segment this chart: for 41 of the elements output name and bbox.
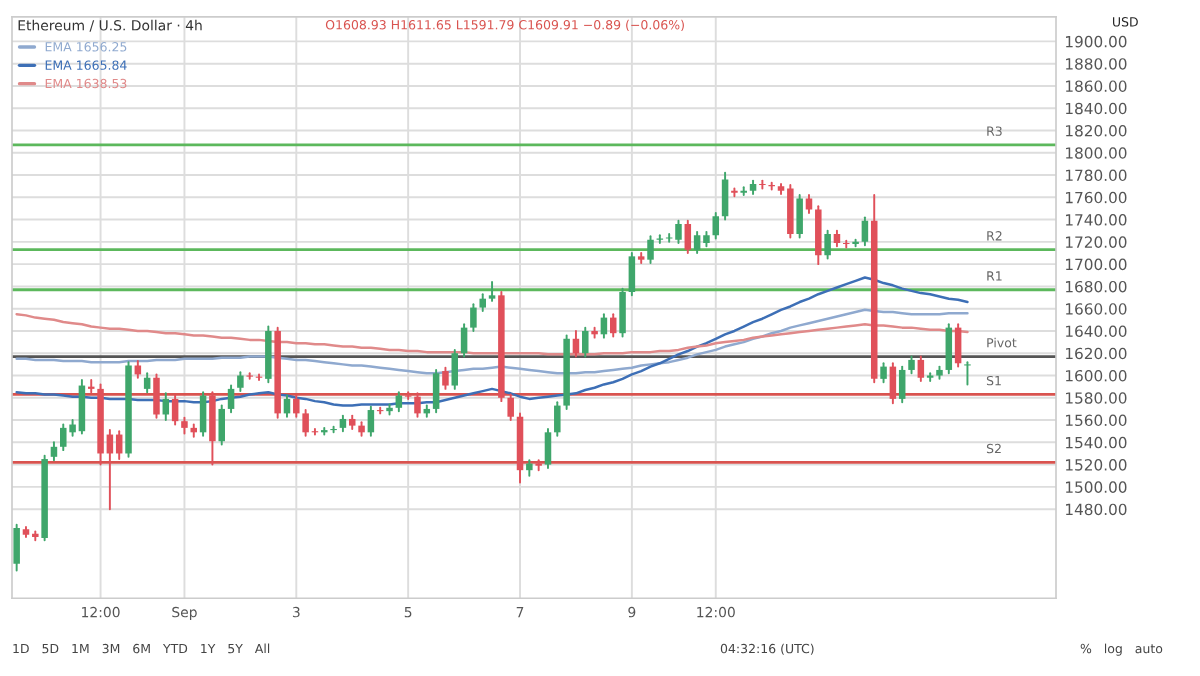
candlestick <box>954 323 962 368</box>
candlestick <box>544 428 552 469</box>
candlestick <box>628 252 636 297</box>
candlestick <box>815 205 822 266</box>
candlestick <box>964 361 971 386</box>
candlestick <box>582 326 589 358</box>
candlestick <box>432 368 440 414</box>
candlestick <box>265 325 272 384</box>
candlestick <box>945 323 953 375</box>
candlestick <box>684 219 692 254</box>
candlestick <box>143 372 151 394</box>
candlestick <box>330 425 337 434</box>
candlestick <box>712 211 720 240</box>
candlestick <box>647 235 654 264</box>
candlestick <box>460 323 468 358</box>
candlestick <box>843 239 850 249</box>
candlestick <box>721 171 729 221</box>
candlestick <box>199 391 207 437</box>
candlestick <box>488 280 496 302</box>
candlestick <box>861 216 869 247</box>
candlestick <box>246 372 253 380</box>
candlestick <box>824 229 831 260</box>
candlestick <box>227 384 235 414</box>
candlestick <box>731 187 738 198</box>
candlestick <box>237 371 244 393</box>
candlestick <box>759 179 766 190</box>
candlestick <box>740 186 747 197</box>
candlestick <box>880 362 887 384</box>
candlestick <box>218 404 225 446</box>
candlestick <box>898 365 906 404</box>
candlestick <box>470 303 477 332</box>
candlestick <box>619 287 626 338</box>
candlestick <box>768 181 775 191</box>
candlestick <box>554 401 561 437</box>
candlestick <box>917 355 925 383</box>
candlestick <box>451 348 459 390</box>
candlestick <box>395 391 403 413</box>
candlestick <box>321 426 328 436</box>
candlestick <box>796 194 803 239</box>
candlestick <box>13 523 20 572</box>
candlestick <box>367 405 375 437</box>
